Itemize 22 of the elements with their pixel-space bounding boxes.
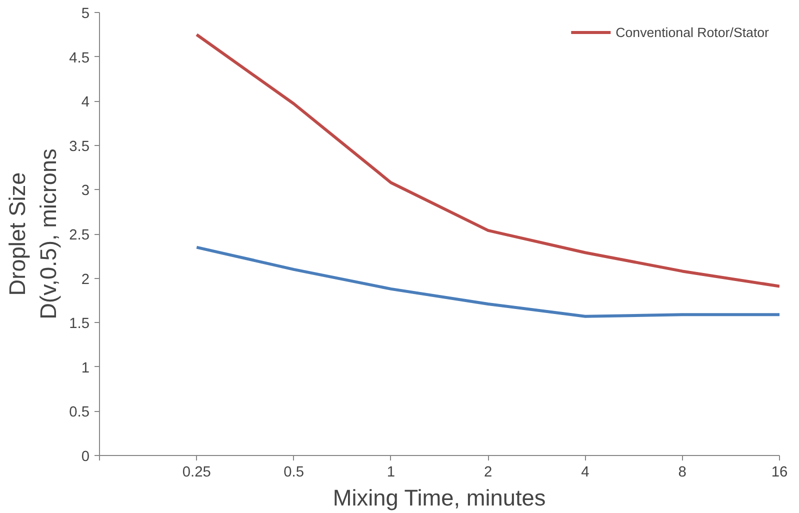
y-tick-label: 1 bbox=[81, 360, 90, 376]
legend-label: Conventional Rotor/Stator bbox=[616, 24, 769, 40]
x-tick-label: 0.25 bbox=[182, 464, 211, 480]
x-axis-title: Mixing Time, minutes bbox=[332, 484, 546, 510]
y-tick-label: 5 bbox=[81, 6, 90, 22]
x-tick-label: 16 bbox=[771, 464, 788, 480]
x-tick-label: 1 bbox=[386, 464, 396, 480]
y-tick-label: 2 bbox=[81, 272, 90, 288]
y-tick-label: 0.5 bbox=[69, 404, 90, 421]
x-tick-label: 4 bbox=[581, 464, 590, 480]
x-tick-label: 0.5 bbox=[284, 464, 304, 480]
y-tick-label: 1.5 bbox=[69, 316, 90, 332]
y-tick-label: 4 bbox=[81, 94, 90, 111]
y-tick-label: 2.5 bbox=[69, 228, 90, 244]
y-tick-label: 3.5 bbox=[69, 138, 90, 155]
y-tick-label: 0 bbox=[81, 449, 90, 465]
line-series bbox=[195, 246, 780, 318]
y-axis-title: Droplet Size D(v,0.5), microns bbox=[4, 148, 62, 320]
x-tick-label: 2 bbox=[484, 464, 492, 480]
x-tick-label: 8 bbox=[678, 464, 686, 480]
y-tick-label: 4.5 bbox=[69, 50, 90, 66]
y-tick-label: 3 bbox=[81, 183, 90, 200]
